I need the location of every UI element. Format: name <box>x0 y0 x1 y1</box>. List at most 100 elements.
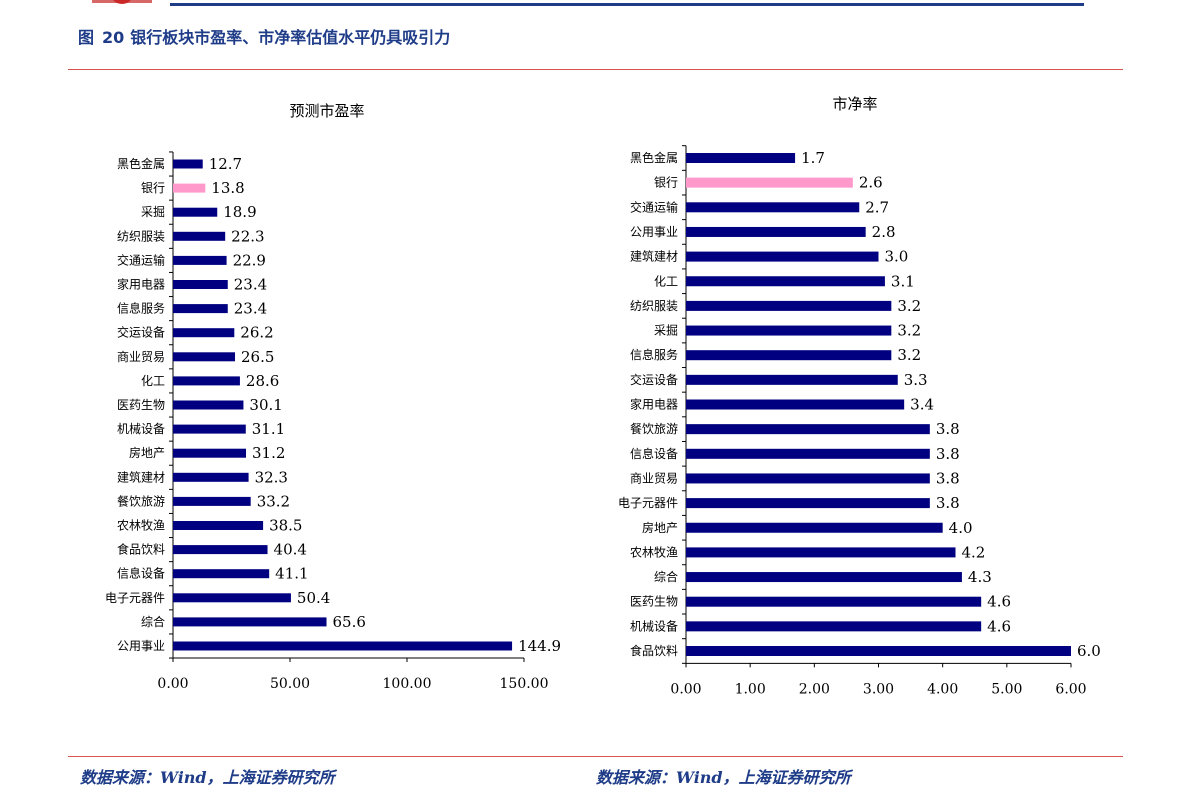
category-label: 银行 <box>654 176 678 190</box>
pb-ratio-chart: 市净率 0.00 1.00 2.00 3.00 4.00 5.00 6.00 黑色金属 1.7 银行… <box>618 95 1101 697</box>
category-label: 商业贸易 <box>630 470 678 485</box>
value-label: 40.4 <box>274 541 307 559</box>
bar <box>173 448 247 458</box>
bar <box>686 424 930 435</box>
category-label: 农林牧渔 <box>117 519 165 533</box>
x-tick-label: 0.00 <box>670 681 701 697</box>
x-tick-label: 2.00 <box>799 681 830 697</box>
category-label: 公用事业 <box>630 225 678 239</box>
category-label: 信息服务 <box>630 347 678 362</box>
value-label: 3.8 <box>936 420 960 438</box>
bar <box>686 374 898 385</box>
category-label: 电子元器件 <box>105 591 165 605</box>
bar <box>686 226 866 237</box>
category-label: 家用电器 <box>630 397 678 412</box>
category-label: 黑色金属 <box>117 156 165 171</box>
bar <box>173 328 235 338</box>
category-label: 纺织服装 <box>117 229 165 243</box>
category-label: 综合 <box>654 569 678 584</box>
category-label: 信息设备 <box>117 566 165 581</box>
chart-title: 市净率 <box>832 95 877 113</box>
category-label: 农林牧渔 <box>630 545 678 559</box>
x-tick-label: 5.00 <box>991 681 1022 697</box>
value-label: 3.2 <box>897 297 921 315</box>
value-label: 4.0 <box>949 519 973 537</box>
bar <box>173 641 513 651</box>
value-label: 4.2 <box>962 543 986 561</box>
value-label: 38.5 <box>269 517 302 535</box>
value-label: 2.6 <box>859 174 883 192</box>
pe-ratio-chart: 预测市盈率 0.00 50.00 100.00 150.00 黑色金属 12.7 银行 13.8… <box>105 102 561 692</box>
bar <box>173 352 236 362</box>
bar <box>686 473 930 484</box>
category-label: 交运设备 <box>630 372 678 387</box>
category-label: 医药生物 <box>630 595 678 609</box>
category-label: 机械设备 <box>117 421 165 436</box>
x-tick-label: 3.00 <box>863 681 894 697</box>
value-label: 4.6 <box>987 617 1011 635</box>
bar <box>686 300 892 311</box>
figure-title-text: 银行板块市盈率、市净率估值水平仍具吸引力 <box>130 28 451 47</box>
value-label: 3.8 <box>936 494 960 512</box>
chart-title: 预测市盈率 <box>289 102 364 120</box>
bar <box>686 448 930 459</box>
value-label: 26.2 <box>240 324 273 342</box>
value-label: 4.6 <box>987 593 1011 611</box>
bar <box>173 593 291 603</box>
category-label: 公用事业 <box>117 639 165 653</box>
category-label: 化工 <box>654 274 678 288</box>
bar <box>173 569 270 579</box>
value-label: 22.9 <box>233 251 266 269</box>
category-label: 商业贸易 <box>117 349 165 364</box>
category-label: 食品饮料 <box>630 643 678 658</box>
value-label: 23.4 <box>234 300 267 318</box>
bar <box>173 376 240 386</box>
value-label: 1.7 <box>801 149 825 167</box>
bottom-divider <box>68 756 1123 757</box>
value-label: 32.3 <box>255 468 288 486</box>
x-tick-label: 4.00 <box>927 681 958 697</box>
x-tick-label: 0.00 <box>157 676 188 692</box>
category-label: 黑色金属 <box>630 150 678 165</box>
bar <box>686 621 982 632</box>
category-label: 家用电器 <box>117 277 165 292</box>
value-label: 18.9 <box>223 203 256 221</box>
bar <box>173 207 218 217</box>
bar <box>686 596 982 607</box>
category-label: 餐饮旅游 <box>630 421 678 436</box>
value-label: 3.0 <box>885 248 909 266</box>
category-label: 交通运输 <box>630 199 678 214</box>
category-label: 食品饮料 <box>117 542 165 557</box>
category-label: 医药生物 <box>117 398 165 412</box>
bar <box>686 276 885 287</box>
category-label: 建筑建材 <box>117 469 165 484</box>
bar <box>173 521 264 530</box>
bar <box>173 400 244 410</box>
category-label: 交通运输 <box>117 252 165 267</box>
bar <box>173 545 268 555</box>
category-label: 房地产 <box>642 520 678 535</box>
value-label: 3.1 <box>891 272 915 290</box>
bar <box>686 547 956 558</box>
category-label: 采掘 <box>141 204 165 219</box>
x-tick-label: 100.00 <box>383 676 432 692</box>
figure-number: 20 <box>102 28 125 47</box>
value-label: 28.6 <box>246 372 279 390</box>
category-label: 电子元器件 <box>618 496 678 510</box>
value-label: 3.8 <box>936 469 960 487</box>
value-label: 2.8 <box>872 223 896 241</box>
bar <box>173 183 206 193</box>
bar <box>173 617 327 627</box>
x-tick-label: 50.00 <box>270 676 310 692</box>
value-label: 4.3 <box>968 568 992 586</box>
bar <box>686 177 853 188</box>
category-label: 纺织服装 <box>630 299 678 313</box>
bar <box>686 350 892 361</box>
category-label: 交运设备 <box>117 325 165 340</box>
bar <box>686 399 905 410</box>
source-note-left: 数据来源：Wind，上海证券研究所 <box>80 768 335 787</box>
top-divider <box>68 69 1123 70</box>
category-label: 采掘 <box>654 323 678 338</box>
value-label: 23.4 <box>234 276 267 294</box>
bar <box>686 202 860 213</box>
